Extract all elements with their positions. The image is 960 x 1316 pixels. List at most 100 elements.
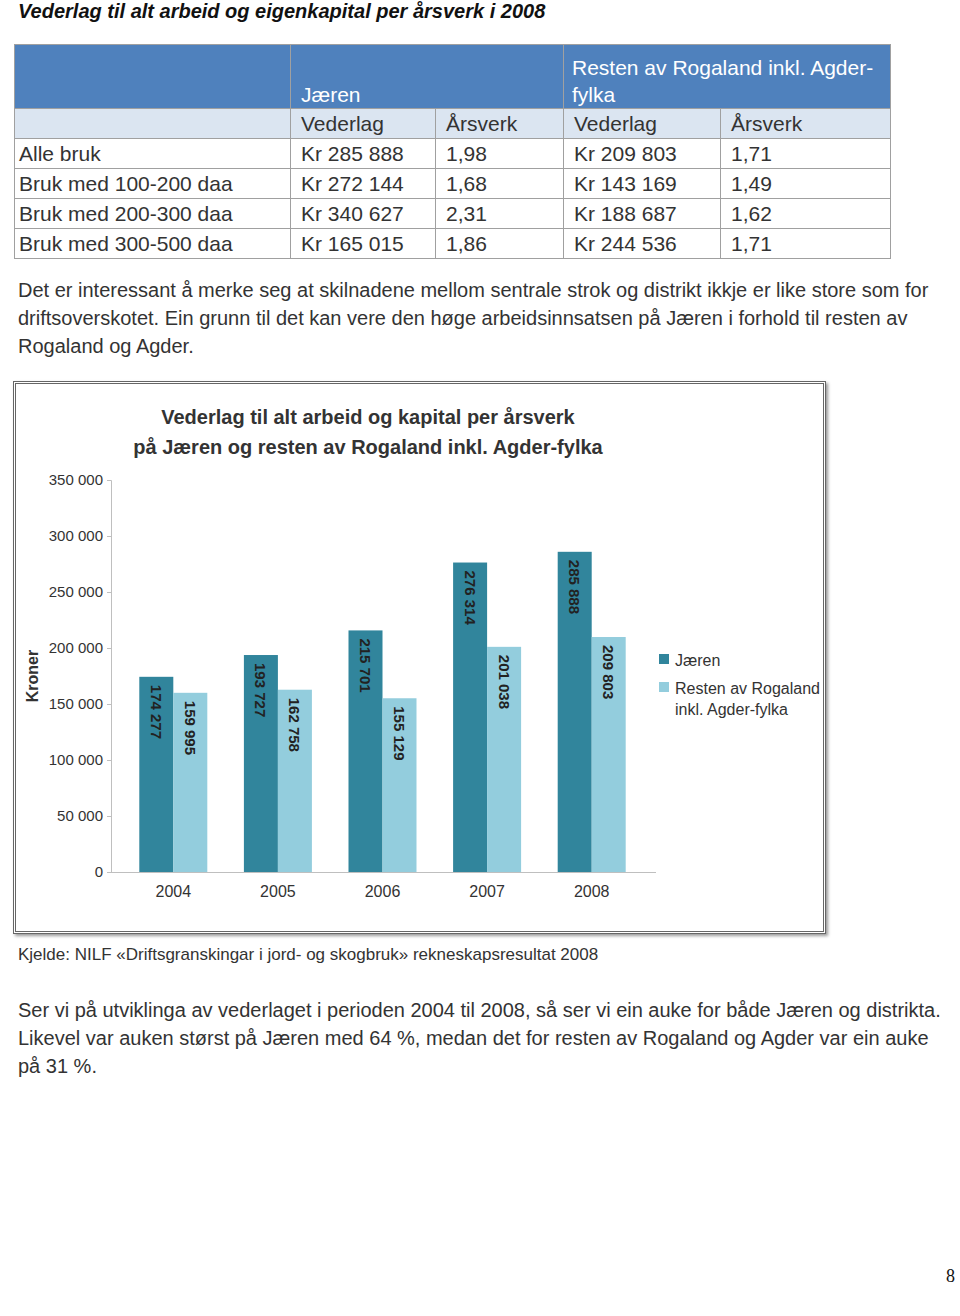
y-tick-mark xyxy=(107,872,111,873)
data-table: JærenResten av Rogaland inkl. Agder-fylk… xyxy=(14,44,891,259)
data-label: 174 277 xyxy=(148,685,165,739)
y-tick-mark xyxy=(107,480,111,481)
data-label: 155 129 xyxy=(391,706,408,760)
x-tick: 2004 xyxy=(156,872,192,900)
x-tick: 2006 xyxy=(365,872,401,900)
bar xyxy=(558,552,592,872)
bar xyxy=(244,655,278,872)
x-tick-label: 2005 xyxy=(260,883,296,900)
y-tick: 100 000 xyxy=(49,751,111,768)
data-labels: 174 277 193 727 215 701 276 314 285 888 159 9… xyxy=(148,560,617,761)
y-tick-label: 200 000 xyxy=(49,639,103,656)
header-cell xyxy=(15,45,291,109)
bars xyxy=(139,552,625,872)
bar xyxy=(173,693,207,872)
column-header: Vederlag xyxy=(291,109,436,139)
legend-label: Resten av Rogalandinkl. Agder-fylka xyxy=(675,680,820,718)
chart: Vederlag til alt arbeid og kapital per å… xyxy=(16,384,823,931)
y-axis: 0 50 000 100 000 150 000 200 000 250 000 300 0… xyxy=(49,471,112,880)
table-cell: 1,62 xyxy=(721,199,891,229)
paragraph: Ser vi på utviklinga av vederlaget i per… xyxy=(18,996,953,1080)
chart-frame: Vederlag til alt arbeid og kapital per å… xyxy=(13,381,826,934)
table-cell: Bruk med 100-200 daa xyxy=(15,169,291,199)
header-group: Jæren xyxy=(291,45,564,109)
y-tick: 200 000 xyxy=(49,639,111,656)
table-cell: 1,86 xyxy=(436,229,564,259)
y-tick-mark xyxy=(107,760,111,761)
y-tick: 150 000 xyxy=(49,695,111,712)
data-label: 209 803 xyxy=(600,645,617,699)
x-tick-label: 2007 xyxy=(469,883,505,900)
bar xyxy=(487,647,521,872)
paragraph: Det er interessant å merke seg at skilna… xyxy=(18,276,953,360)
bar xyxy=(349,630,383,872)
table-cell: Kr 143 169 xyxy=(564,169,721,199)
y-axis-line xyxy=(107,481,112,873)
table-row: Alle brukKr 285 8881,98Kr 209 8031,71 xyxy=(15,139,891,169)
table-cell: Kr 285 888 xyxy=(291,139,436,169)
header-row: JærenResten av Rogaland inkl. Agder-fylk… xyxy=(15,45,891,109)
data-label: 193 727 xyxy=(252,663,269,717)
x-tick: 2005 xyxy=(260,872,296,900)
table-cell: Kr 340 627 xyxy=(291,199,436,229)
x-axis: 2004 2005 2006 2007 2008 xyxy=(111,872,656,900)
table-cell: Kr 244 536 xyxy=(564,229,721,259)
bar xyxy=(139,677,173,872)
y-tick-label: 50 000 xyxy=(57,807,103,824)
header-row: VederlagÅrsverkVederlagÅrsverk xyxy=(15,109,891,139)
y-tick: 350 000 xyxy=(49,471,111,488)
table-cell: 1,49 xyxy=(721,169,891,199)
y-tick-label: 300 000 xyxy=(49,527,103,544)
data-label: 276 314 xyxy=(462,571,479,626)
table-cell: Kr 165 015 xyxy=(291,229,436,259)
bar xyxy=(592,637,626,872)
bar xyxy=(453,563,487,872)
y-tick-label: 250 000 xyxy=(49,583,103,600)
data-label: 285 888 xyxy=(566,560,583,614)
y-tick-label: 150 000 xyxy=(49,695,103,712)
legend-label: Jæren xyxy=(675,652,720,669)
table-cell: Kr 272 144 xyxy=(291,169,436,199)
x-axis-line xyxy=(111,872,656,873)
y-tick-label: 0 xyxy=(95,863,103,880)
table-cell: Alle bruk xyxy=(15,139,291,169)
table-cell: Kr 188 687 xyxy=(564,199,721,229)
data-label: 215 701 xyxy=(357,638,374,692)
bar xyxy=(278,690,312,872)
column-header: Årsverk xyxy=(721,109,891,139)
y-tick-mark xyxy=(107,592,111,593)
y-tick-mark xyxy=(107,704,111,705)
table-row: Bruk med 200-300 daaKr 340 6272,31Kr 188… xyxy=(15,199,891,229)
y-tick-mark xyxy=(107,648,111,649)
chart-title: Vederlag til alt arbeid og kapital per å… xyxy=(161,406,575,428)
y-tick: 250 000 xyxy=(49,583,111,600)
bar xyxy=(383,698,417,872)
source: Kjelde: NILF «Driftsgranskingar i jord- … xyxy=(18,945,598,965)
y-tick-label: 350 000 xyxy=(49,471,103,488)
column-header: Vederlag xyxy=(564,109,721,139)
legend-swatch xyxy=(659,654,669,664)
x-tick-label: 2004 xyxy=(156,883,192,900)
header-group: Resten av Rogaland inkl. Agder-fylka xyxy=(564,45,891,109)
y-tick: 0 xyxy=(95,863,111,880)
x-tick: 2007 xyxy=(469,872,505,900)
data-label: 159 995 xyxy=(182,701,199,755)
y-tick-mark xyxy=(107,536,111,537)
chart-subtitle: på Jæren og resten av Rogaland inkl. Agd… xyxy=(133,436,603,458)
data-label: 201 038 xyxy=(496,655,513,709)
header-cell xyxy=(15,109,291,139)
table-cell: 2,31 xyxy=(436,199,564,229)
table-cell: 1,68 xyxy=(436,169,564,199)
table-cell: 1,71 xyxy=(721,229,891,259)
y-tick: 50 000 xyxy=(57,807,111,824)
table-cell: Bruk med 200-300 daa xyxy=(15,199,291,229)
page-number: 8 xyxy=(946,1266,955,1287)
table-cell: 1,71 xyxy=(721,139,891,169)
x-tick: 2008 xyxy=(574,872,610,900)
page-title: Vederlag til alt arbeid og eigenkapital … xyxy=(18,0,545,23)
x-tick-label: 2006 xyxy=(365,883,401,900)
y-tick: 300 000 xyxy=(49,527,111,544)
legend: Jæren Resten av Rogalandinkl. Agder-fylka xyxy=(659,652,820,718)
table-cell: Kr 209 803 xyxy=(564,139,721,169)
y-tick-mark xyxy=(107,816,111,817)
